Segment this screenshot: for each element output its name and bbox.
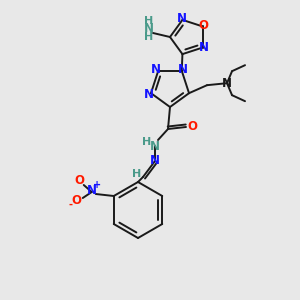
Text: N: N xyxy=(178,63,188,76)
Text: O: O xyxy=(187,121,197,134)
Text: N: N xyxy=(150,154,160,167)
Text: H: H xyxy=(144,32,154,42)
Text: N: N xyxy=(222,77,232,90)
Text: O: O xyxy=(199,19,208,32)
Text: +: + xyxy=(93,180,101,190)
Text: O: O xyxy=(75,175,85,188)
Text: N: N xyxy=(176,12,186,26)
Text: O: O xyxy=(72,194,82,206)
Text: N: N xyxy=(87,184,97,197)
Text: N: N xyxy=(150,140,160,152)
Text: N: N xyxy=(199,41,208,54)
Text: -: - xyxy=(69,200,73,210)
Text: H: H xyxy=(132,169,142,179)
Text: N: N xyxy=(151,63,161,76)
Text: N: N xyxy=(144,88,154,101)
Text: H: H xyxy=(142,137,152,147)
Text: H: H xyxy=(144,16,154,26)
Text: N: N xyxy=(144,22,154,35)
